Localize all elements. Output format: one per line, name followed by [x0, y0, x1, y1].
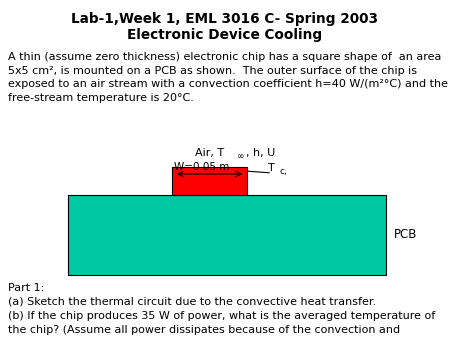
- Text: Part 1:
(a) Sketch the thermal circuit due to the convective heat transfer.
(b) : Part 1: (a) Sketch the thermal circuit d…: [8, 283, 435, 338]
- Text: ∞: ∞: [237, 152, 244, 161]
- Text: , h, U: , h, U: [246, 148, 275, 158]
- Text: PCB: PCB: [394, 228, 418, 241]
- Text: A thin (assume zero thickness) electronic chip has a square shape of  an area
5x: A thin (assume zero thickness) electroni…: [8, 52, 448, 103]
- Text: Air, T: Air, T: [195, 148, 224, 158]
- Bar: [172, 167, 247, 195]
- Text: T: T: [268, 163, 275, 173]
- Text: Lab-1,Week 1, EML 3016 C- Spring 2003: Lab-1,Week 1, EML 3016 C- Spring 2003: [72, 12, 378, 26]
- Text: Electronic Device Cooling: Electronic Device Cooling: [127, 28, 323, 42]
- Bar: [68, 195, 386, 275]
- Text: c,: c,: [279, 167, 287, 176]
- Text: W=0.05 m: W=0.05 m: [174, 162, 230, 172]
